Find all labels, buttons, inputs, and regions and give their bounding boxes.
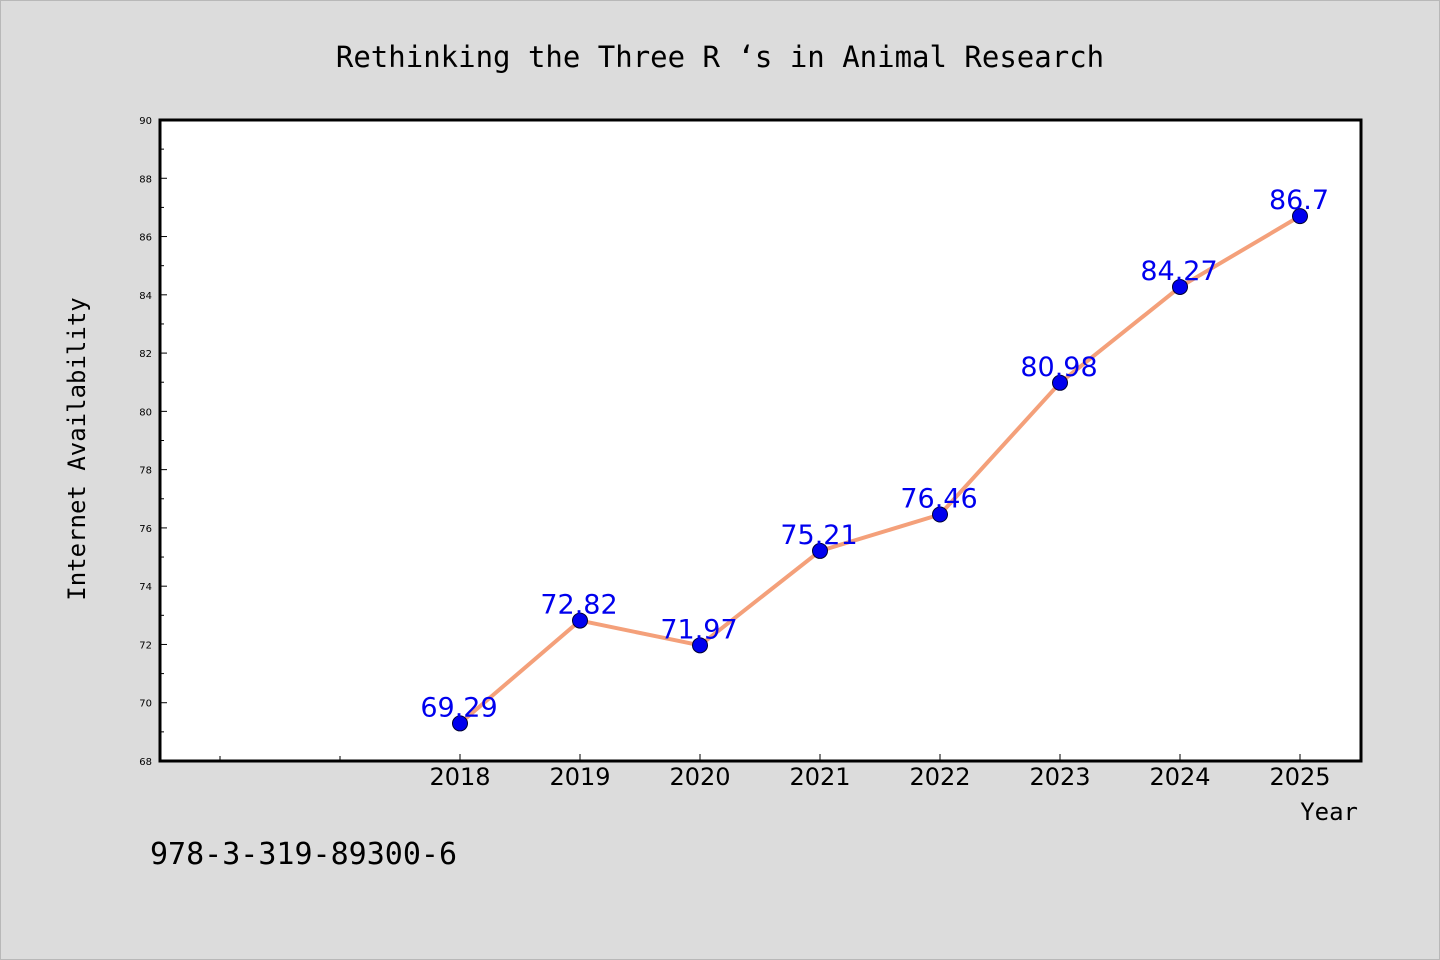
y-tick-label: 88 (139, 174, 152, 185)
data-label: 75.21 (780, 520, 857, 551)
x-tick-label: 2020 (669, 763, 730, 791)
data-label: 72.82 (540, 590, 617, 621)
y-tick-label: 80 (139, 407, 152, 418)
series-line (458, 214, 1302, 725)
y-tick-label: 86 (139, 233, 152, 244)
data-point (452, 715, 468, 732)
y-tick-label: 84 (139, 291, 152, 302)
y-tick-label: 82 (139, 349, 152, 360)
data-label: 69.29 (420, 692, 497, 723)
x-axis-label: Year (1300, 798, 1358, 826)
data-point (1172, 278, 1188, 295)
data-label: 86.7 (1269, 185, 1329, 216)
data-point (692, 637, 708, 654)
y-tick-label: 78 (139, 466, 152, 477)
y-tick-label: 90 (139, 116, 152, 127)
data-label: 76.46 (900, 484, 977, 515)
x-tick-label: 2018 (429, 763, 490, 791)
data-point (932, 506, 948, 523)
x-axis: 2018 2019 2020 2021 2022 2023 2024 2025 (219, 754, 1331, 791)
data-label: 84.27 (1140, 256, 1217, 287)
x-tick-label: 2022 (909, 763, 970, 791)
data-point (1292, 208, 1308, 225)
data-point (572, 612, 588, 629)
y-tick-label: 68 (139, 757, 152, 768)
series-group: 69.29 72.82 71.97 75.21 76.46 80.98 84.27 86.7 (420, 185, 1329, 732)
x-tick-label: 2025 (1269, 763, 1330, 791)
x-tick-label: 2019 (549, 763, 610, 791)
data-label: 80.98 (1020, 352, 1097, 383)
x-tick-label: 2024 (1149, 763, 1210, 791)
y-tick-label: 74 (139, 582, 152, 593)
x-tick-label: 2023 (1029, 763, 1090, 791)
plot-area (158, 118, 1363, 763)
y-tick-label: 70 (139, 699, 152, 710)
y-tick-label: 76 (139, 524, 152, 535)
chart-title: Rethinking the Three R ‘s in Animal Rese… (336, 40, 1104, 74)
data-point (1052, 374, 1068, 391)
y-axis-label: Internet Availability (63, 297, 91, 600)
data-point (812, 542, 828, 559)
isbn-text: 978-3-319-89300-6 (150, 837, 457, 872)
y-tick-label: 72 (139, 640, 152, 651)
data-label: 71.97 (660, 614, 737, 645)
y-axis: 68 70 72 74 76 78 80 82 84 86 88 90 (139, 116, 167, 768)
x-tick-label: 2021 (789, 763, 850, 791)
